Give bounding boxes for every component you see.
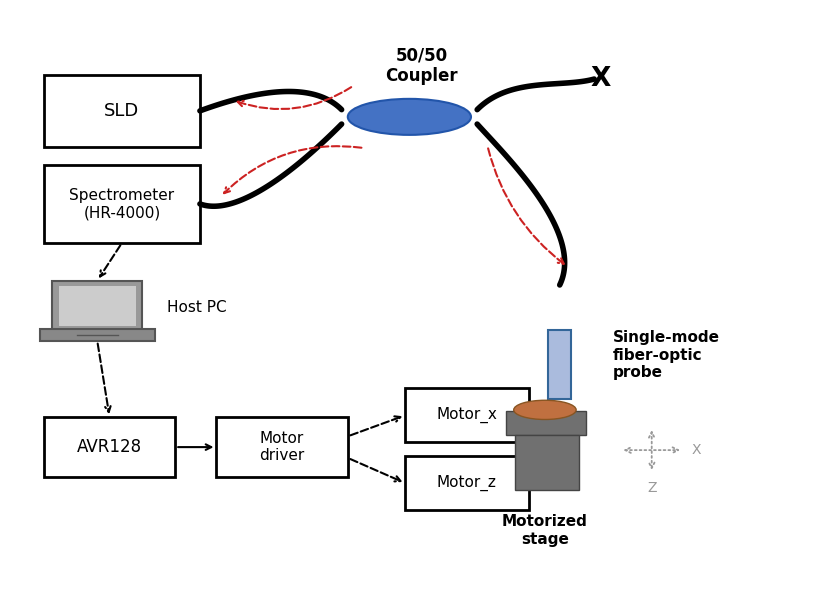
FancyBboxPatch shape bbox=[52, 281, 142, 330]
Text: Motor
driver: Motor driver bbox=[260, 431, 304, 464]
FancyBboxPatch shape bbox=[40, 329, 155, 341]
FancyBboxPatch shape bbox=[548, 330, 571, 399]
Text: Single-mode
fiber-optic
probe: Single-mode fiber-optic probe bbox=[613, 330, 720, 380]
FancyBboxPatch shape bbox=[44, 165, 200, 243]
Text: X: X bbox=[691, 443, 700, 457]
Text: AVR128: AVR128 bbox=[77, 438, 142, 456]
Text: Host PC: Host PC bbox=[167, 300, 227, 315]
FancyBboxPatch shape bbox=[505, 411, 586, 435]
FancyBboxPatch shape bbox=[514, 435, 579, 490]
FancyBboxPatch shape bbox=[405, 388, 528, 442]
Text: X: X bbox=[590, 66, 611, 92]
FancyBboxPatch shape bbox=[405, 456, 528, 510]
Text: Z: Z bbox=[647, 481, 657, 494]
Text: Spectrometer
(HR-4000): Spectrometer (HR-4000) bbox=[69, 188, 174, 220]
Text: Motor_x: Motor_x bbox=[437, 407, 497, 424]
Ellipse shape bbox=[514, 401, 576, 419]
Text: 50/50
Coupler: 50/50 Coupler bbox=[385, 47, 458, 85]
FancyBboxPatch shape bbox=[44, 75, 200, 147]
Text: Motorized
stage: Motorized stage bbox=[502, 514, 588, 547]
FancyBboxPatch shape bbox=[217, 417, 348, 477]
FancyBboxPatch shape bbox=[44, 417, 175, 477]
FancyBboxPatch shape bbox=[59, 285, 136, 327]
Text: SLD: SLD bbox=[104, 102, 140, 120]
Text: Motor_z: Motor_z bbox=[437, 475, 497, 491]
Ellipse shape bbox=[348, 99, 471, 135]
